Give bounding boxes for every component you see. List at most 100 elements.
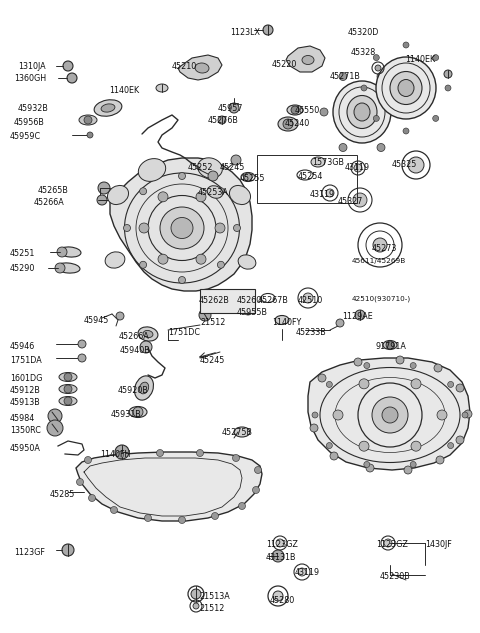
Circle shape [67, 73, 77, 83]
Text: 45320D: 45320D [348, 28, 379, 37]
Circle shape [97, 195, 107, 205]
Circle shape [231, 155, 241, 165]
Circle shape [359, 379, 369, 389]
Ellipse shape [129, 406, 147, 418]
Text: 45957: 45957 [218, 104, 243, 113]
Ellipse shape [138, 159, 166, 182]
Circle shape [62, 544, 74, 556]
Text: 1140EK: 1140EK [405, 55, 435, 64]
Circle shape [208, 171, 218, 181]
Circle shape [156, 449, 164, 456]
Circle shape [140, 261, 146, 268]
Text: 91791A: 91791A [376, 342, 407, 351]
Circle shape [110, 506, 118, 513]
Circle shape [330, 452, 338, 460]
Circle shape [179, 517, 185, 523]
Ellipse shape [333, 81, 391, 143]
Text: 45273: 45273 [372, 244, 397, 253]
Circle shape [361, 85, 367, 91]
Circle shape [196, 192, 206, 202]
Text: 45267B: 45267B [258, 296, 289, 305]
Text: 45275B: 45275B [222, 428, 253, 437]
Text: 45253A: 45253A [198, 188, 229, 197]
Circle shape [179, 277, 185, 284]
Circle shape [384, 539, 392, 547]
Circle shape [98, 182, 110, 194]
Circle shape [218, 116, 226, 124]
Circle shape [140, 341, 152, 353]
Ellipse shape [207, 185, 223, 198]
Circle shape [232, 454, 240, 461]
Ellipse shape [195, 63, 209, 73]
Circle shape [456, 436, 464, 444]
Circle shape [64, 373, 72, 381]
Text: 1123LX: 1123LX [230, 28, 260, 37]
Circle shape [403, 42, 409, 48]
Ellipse shape [302, 56, 314, 65]
Circle shape [215, 223, 225, 233]
Text: 45260: 45260 [237, 296, 262, 305]
Text: 43119: 43119 [310, 190, 335, 199]
Text: 1350RC: 1350RC [10, 426, 41, 435]
Circle shape [434, 364, 442, 372]
Circle shape [244, 294, 252, 302]
Text: 43119: 43119 [345, 163, 370, 172]
Text: 45327: 45327 [338, 197, 363, 206]
Text: 45230B: 45230B [380, 572, 411, 581]
Circle shape [339, 73, 347, 80]
Circle shape [410, 363, 416, 368]
Ellipse shape [156, 84, 168, 92]
Circle shape [375, 65, 381, 71]
Ellipse shape [354, 103, 370, 121]
Circle shape [252, 487, 260, 494]
Circle shape [464, 410, 472, 418]
Text: 45325: 45325 [392, 160, 418, 169]
Circle shape [217, 188, 224, 195]
Text: 45950A: 45950A [10, 444, 41, 453]
Circle shape [48, 409, 62, 423]
Circle shape [139, 223, 149, 233]
Text: 1430JF: 1430JF [425, 540, 452, 549]
Circle shape [336, 319, 344, 327]
Text: 45271B: 45271B [330, 72, 361, 81]
Circle shape [158, 254, 168, 264]
Circle shape [244, 173, 252, 181]
Polygon shape [308, 358, 470, 470]
Text: 1601DG: 1601DG [10, 374, 42, 383]
Text: 45245: 45245 [200, 356, 226, 365]
Text: 1573GB: 1573GB [312, 158, 344, 167]
Circle shape [158, 192, 168, 202]
Text: 1751DA: 1751DA [10, 356, 42, 365]
Circle shape [437, 410, 447, 420]
Circle shape [191, 589, 201, 599]
Circle shape [199, 309, 211, 321]
Text: 45252: 45252 [188, 163, 214, 172]
Polygon shape [76, 452, 262, 521]
Ellipse shape [347, 96, 377, 128]
Circle shape [448, 382, 454, 387]
Text: 45210: 45210 [172, 62, 197, 71]
Circle shape [410, 461, 416, 467]
Circle shape [64, 397, 72, 405]
Ellipse shape [59, 396, 77, 406]
Circle shape [263, 25, 273, 35]
Circle shape [233, 225, 240, 232]
Text: 45255: 45255 [240, 174, 265, 183]
Circle shape [373, 54, 379, 61]
Text: 1751DC: 1751DC [168, 328, 200, 337]
Text: 21513A: 21513A [199, 592, 230, 601]
Ellipse shape [134, 376, 154, 400]
Circle shape [283, 119, 293, 129]
Text: 1123GF: 1123GF [14, 548, 45, 557]
Circle shape [456, 384, 464, 392]
Circle shape [116, 312, 124, 320]
Circle shape [364, 461, 370, 467]
Circle shape [298, 568, 306, 576]
Circle shape [140, 188, 146, 195]
Text: 45251: 45251 [10, 249, 36, 258]
Circle shape [364, 363, 370, 368]
Ellipse shape [94, 100, 122, 116]
Circle shape [144, 515, 152, 522]
Circle shape [326, 382, 332, 387]
Ellipse shape [390, 72, 422, 104]
